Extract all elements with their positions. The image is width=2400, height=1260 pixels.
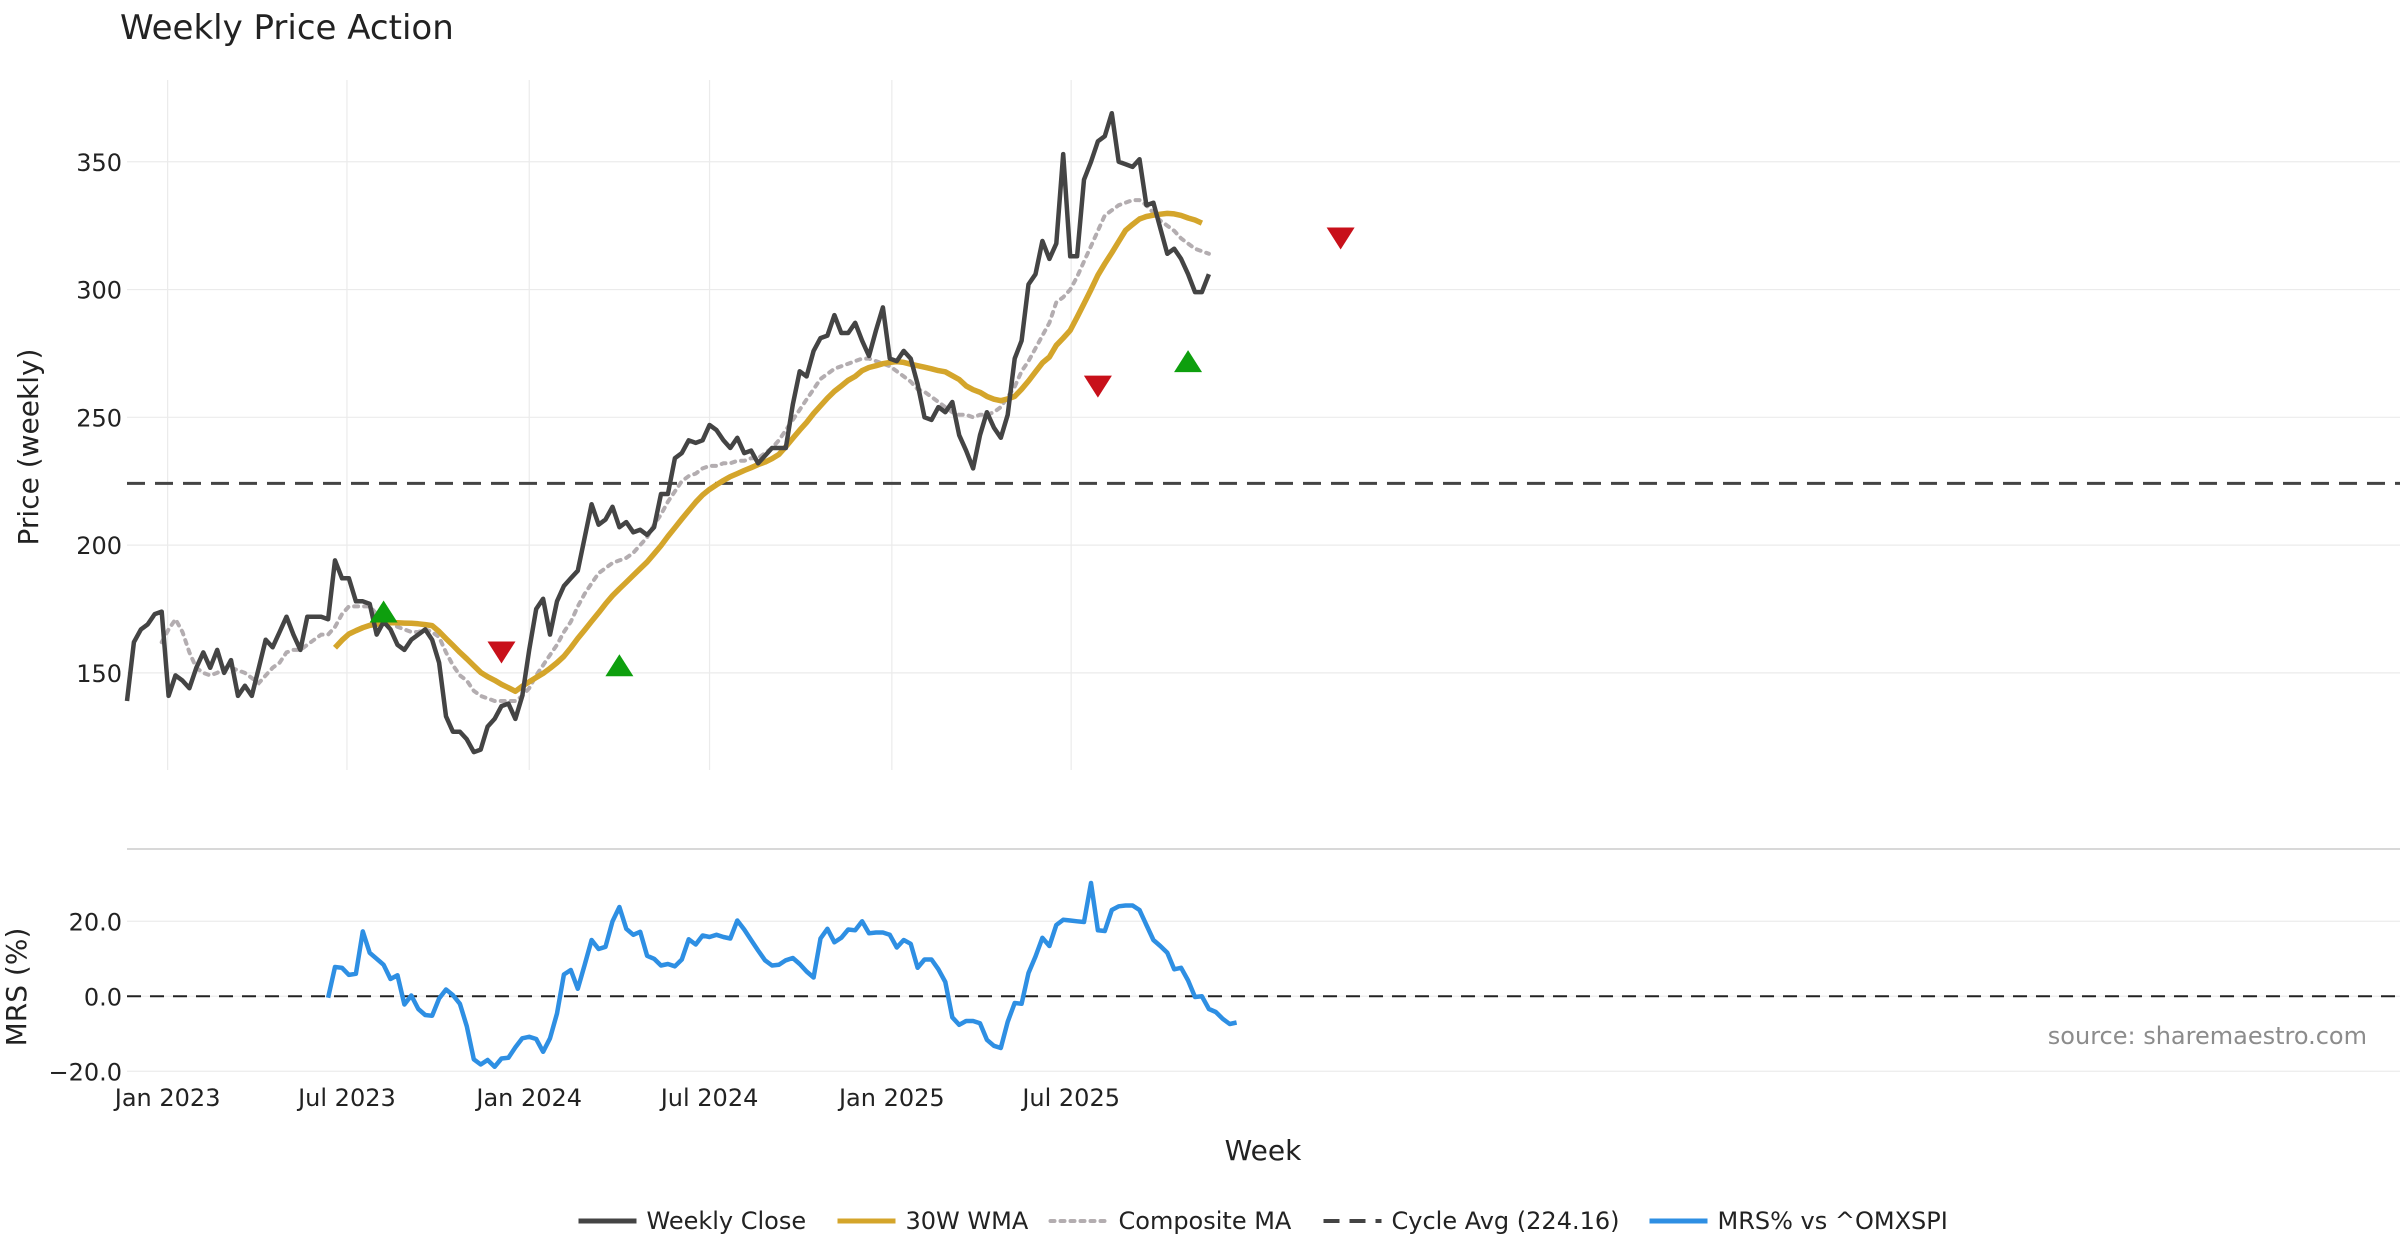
chart-title: Weekly Price Action [120, 8, 454, 48]
sell-signal-marker [1326, 227, 1355, 250]
legend: Weekly Close 30W WMA Composite MA Cycle Avg… [578, 1207, 1948, 1235]
legend-label: 30W WMA [906, 1207, 1029, 1235]
mrs-y-axis-label: MRS (%) [0, 928, 33, 1047]
legend-label: MRS% vs ^OMXSPI [1718, 1207, 1948, 1235]
price-y-tick-label: 200 [76, 532, 122, 560]
sell-signal-marker [1083, 375, 1112, 398]
price-y-tick-label: 300 [76, 277, 122, 305]
x-tick-label: Jan 2025 [837, 1084, 945, 1112]
legend-item: Cycle Avg (224.16) [1323, 1207, 1620, 1235]
x-tick-label: Jul 2023 [296, 1084, 396, 1112]
mrs-y-tick-label: −20.0 [48, 1058, 122, 1086]
buy-signal-marker [1174, 350, 1203, 373]
x-tick-label: Jul 2025 [1020, 1084, 1120, 1112]
x-axis-label: Week [1225, 1134, 1302, 1167]
price-y-ticks: 150 200 250 300 350 [76, 149, 122, 688]
price-grid [127, 80, 2400, 770]
sell-signal-marker [487, 641, 516, 664]
legend-label: Cycle Avg (224.16) [1392, 1207, 1620, 1235]
signal-markers [369, 227, 1355, 677]
composite-ma-line [159, 198, 1211, 703]
buy-signal-marker [369, 600, 398, 623]
buy-signal-marker [605, 654, 634, 677]
wma-30w-line [332, 210, 1204, 695]
price-y-tick-label: 350 [76, 149, 122, 177]
legend-item: Weekly Close [578, 1207, 807, 1235]
x-tick-label: Jul 2024 [659, 1084, 759, 1112]
mrs-line [325, 880, 1238, 1070]
legend-label: Weekly Close [647, 1207, 807, 1235]
price-y-axis-label: Price (weekly) [12, 349, 45, 546]
x-tick-label: Jan 2024 [474, 1084, 582, 1112]
x-tick-label: Jan 2023 [113, 1084, 221, 1112]
source-note: source: sharemaestro.com [2048, 1022, 2367, 1050]
mrs-panel: 20.0 0.0 −20.0 MRS (%) source: sharemaestr… [0, 880, 2400, 1086]
legend-label: Composite MA [1119, 1207, 1292, 1235]
legend-item: Composite MA [1048, 1207, 1292, 1235]
price-y-tick-label: 150 [76, 660, 122, 688]
legend-item: 30W WMA [837, 1207, 1029, 1235]
price-y-tick-label: 250 [76, 404, 122, 432]
mrs-y-ticks: 20.0 0.0 −20.0 [48, 908, 122, 1086]
price-panel: 150 200 250 300 350 Price (weekly) [12, 80, 2400, 770]
mrs-y-tick-label: 0.0 [84, 983, 122, 1011]
mrs-y-tick-label: 20.0 [69, 908, 122, 936]
legend-item: MRS% vs ^OMXSPI [1649, 1207, 1948, 1235]
x-axis-ticks: Jan 2023 Jul 2023 Jan 2024 Jul 2024 Jan 2025… [113, 1084, 1120, 1112]
weekly-close-line [124, 110, 1211, 755]
